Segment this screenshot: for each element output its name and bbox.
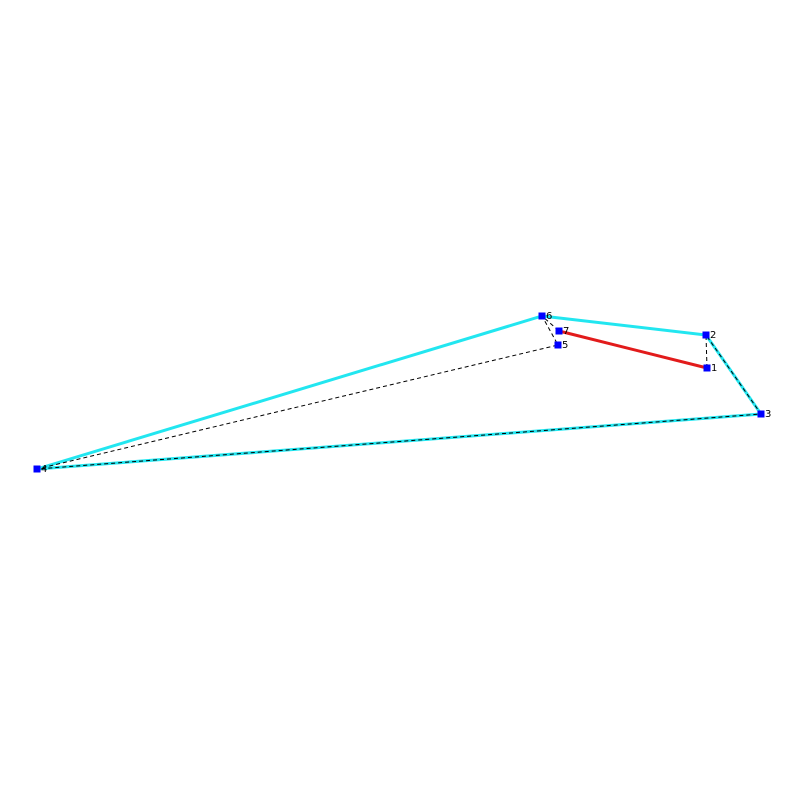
edge — [558, 329, 708, 370]
node-marker — [757, 410, 765, 418]
node-marker — [554, 341, 562, 349]
path — [36, 315, 762, 470]
node-marker — [538, 312, 546, 320]
node-label: 1 — [711, 363, 717, 374]
node-label: 3 — [765, 409, 771, 420]
hull — [36, 314, 764, 471]
node-marker — [702, 331, 710, 339]
node-marker — [33, 465, 41, 473]
node-label: 7 — [563, 326, 569, 337]
node-marker — [555, 327, 563, 335]
node-label: 6 — [546, 311, 552, 322]
node-label: 5 — [562, 340, 568, 351]
node-marker — [703, 364, 711, 372]
node-label: 2 — [710, 330, 716, 341]
node-label: 4 — [41, 464, 47, 475]
